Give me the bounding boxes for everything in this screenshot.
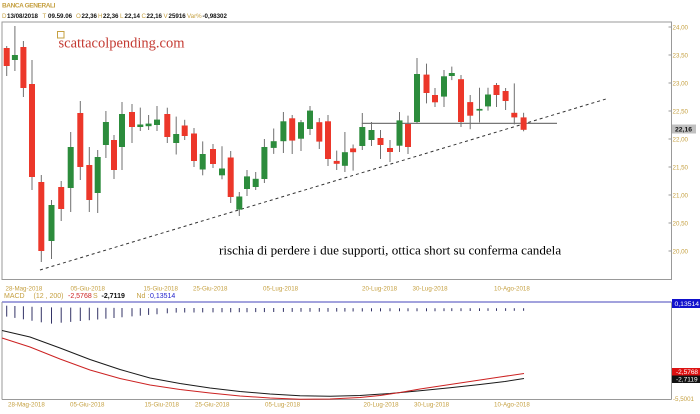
svg-text:20,00: 20,00 <box>673 249 689 256</box>
svg-text:BANCA GENERALI: BANCA GENERALI <box>2 3 56 10</box>
svg-text:23,00: 23,00 <box>673 81 689 88</box>
svg-text:15-Giu-2018: 15-Giu-2018 <box>145 402 180 409</box>
svg-text:0,13514: 0,13514 <box>675 301 700 308</box>
svg-text:20-Lug-2018: 20-Lug-2018 <box>362 286 398 293</box>
svg-text:20-Lug-2018: 20-Lug-2018 <box>364 402 400 409</box>
svg-text:25-Giu-2018: 25-Giu-2018 <box>193 286 228 293</box>
svg-text:05-Giu-2018: 05-Giu-2018 <box>70 402 105 409</box>
svg-text:-2,5768: -2,5768 <box>676 369 698 376</box>
svg-text:28-Mag-2018: 28-Mag-2018 <box>6 286 43 293</box>
svg-text:23,50: 23,50 <box>673 53 689 60</box>
svg-text:22,50: 22,50 <box>673 109 689 116</box>
svg-text:scattacolpending.com: scattacolpending.com <box>59 36 186 52</box>
svg-text:21,00: 21,00 <box>673 193 689 200</box>
svg-text:22,00: 22,00 <box>673 137 689 144</box>
svg-text:25-Giu-2018: 25-Giu-2018 <box>195 402 230 409</box>
svg-text:10-Ago-2018: 10-Ago-2018 <box>494 402 530 409</box>
svg-text:05-Lug-2018: 05-Lug-2018 <box>265 402 301 409</box>
svg-text:-2,7119: -2,7119 <box>676 377 698 384</box>
svg-text:28-Mag-2018: 28-Mag-2018 <box>8 402 45 409</box>
svg-text:24,00: 24,00 <box>673 25 689 32</box>
svg-text:30-Lug-2018: 30-Lug-2018 <box>413 286 449 293</box>
svg-text:21,50: 21,50 <box>673 165 689 172</box>
svg-text:05-Lug-2018: 05-Lug-2018 <box>263 286 299 293</box>
svg-text:rischia di perdere i due suppo: rischia di perdere i due supporti, ottic… <box>219 243 561 258</box>
svg-text:-5,5001: -5,5001 <box>673 396 695 403</box>
svg-text:15-Giu-2018: 15-Giu-2018 <box>144 286 179 293</box>
svg-text:10-Ago-2018: 10-Ago-2018 <box>494 286 530 293</box>
svg-text:05-Giu-2018: 05-Giu-2018 <box>71 286 106 293</box>
svg-text:30-Lug-2018: 30-Lug-2018 <box>414 402 450 409</box>
svg-text:20,50: 20,50 <box>673 221 689 228</box>
svg-text:22,16: 22,16 <box>675 126 692 133</box>
